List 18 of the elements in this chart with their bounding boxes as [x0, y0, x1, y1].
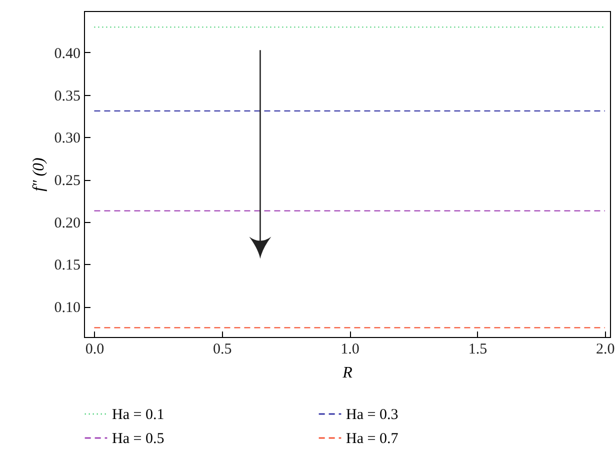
legend-label: Ha = 0.7 [346, 431, 399, 447]
y-tick-label: 0.15 [54, 258, 80, 274]
legend-label: Ha = 0.3 [346, 407, 398, 423]
x-tick-label: 1.0 [340, 342, 360, 358]
x-axis-title: R [342, 364, 353, 382]
x-tick-label: 2.0 [596, 342, 615, 358]
y-axis-title: f″ (0) [30, 158, 48, 192]
y-tick-label: 0.40 [54, 46, 80, 62]
y-tick-label: 0.35 [54, 88, 80, 104]
x-tick-label: 0.0 [85, 342, 104, 358]
y-tick-label: 0.30 [54, 130, 80, 147]
y-tick-label: 0.25 [54, 173, 80, 190]
x-tick-label: 0.5 [213, 342, 232, 358]
x-tick-label: 1.5 [468, 342, 488, 358]
legend-label: Ha = 0.1 [112, 407, 164, 423]
legend-label: Ha = 0.5 [112, 431, 164, 447]
y-tick-label: 0.20 [54, 215, 80, 232]
y-tick-label: 0.10 [54, 300, 80, 316]
